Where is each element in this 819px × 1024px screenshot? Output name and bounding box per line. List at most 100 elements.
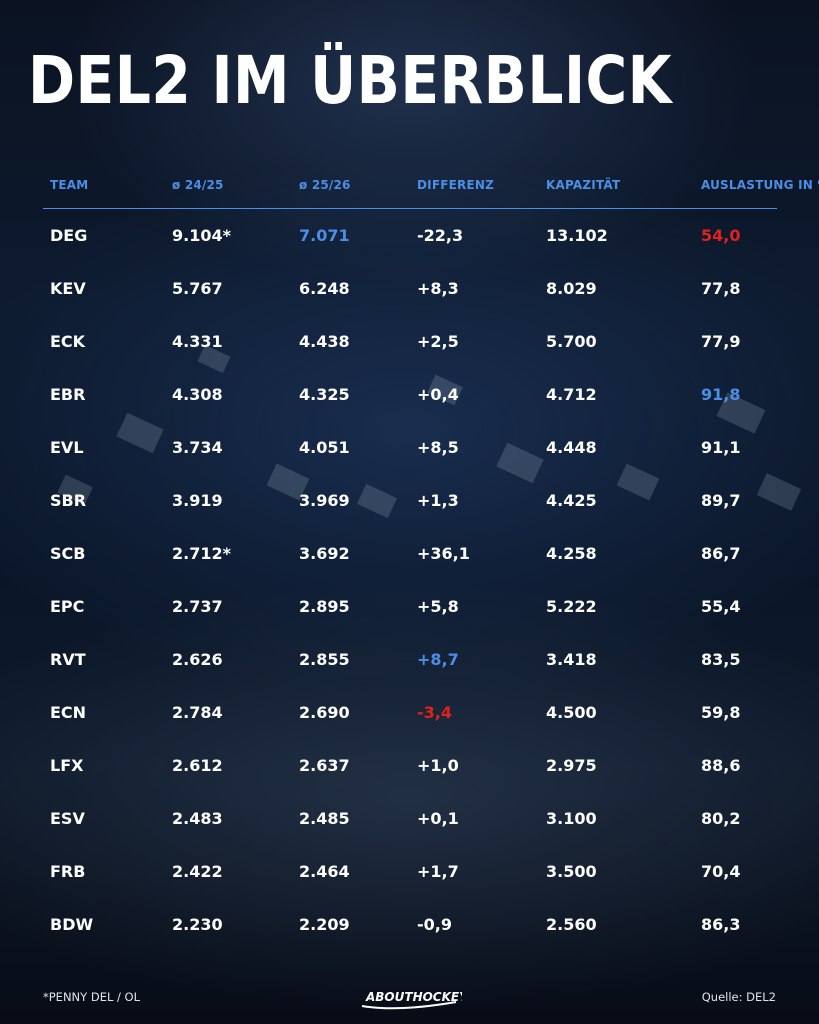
- cell-team: SBR: [50, 491, 87, 510]
- cell-utilization: 80,2: [701, 809, 741, 828]
- cell-utilization: 88,6: [701, 756, 741, 775]
- cell-difference: -3,4: [417, 703, 452, 722]
- header-difference: DIFFERENZ: [417, 178, 494, 192]
- cell-capacity: 4.712: [546, 385, 597, 404]
- cell-utilization: 91,1: [701, 438, 741, 457]
- table-body: DEG 9.104* 7.071 -22,3 13.102 54,0 KEV 5.767 6.2…: [43, 209, 777, 951]
- cell-utilization: 83,5: [701, 650, 741, 669]
- cell-avg-25-26: 2.209: [299, 915, 350, 934]
- abouthockey-logo: ABOUTHOCKEY: [361, 990, 462, 1010]
- cell-avg-24-25: 2.230: [172, 915, 223, 934]
- cell-difference: +1,0: [417, 756, 459, 775]
- table-row: SBR 3.919 3.969 +1,3 4.425 89,7: [43, 474, 777, 527]
- cell-team: EPC: [50, 597, 85, 616]
- cell-avg-24-25: 4.308: [172, 385, 223, 404]
- cell-avg-25-26: 6.248: [299, 279, 350, 298]
- cell-avg-25-26: 2.637: [299, 756, 350, 775]
- table-row: KEV 5.767 6.248 +8,3 8.029 77,8: [43, 262, 777, 315]
- cell-capacity: 8.029: [546, 279, 597, 298]
- table-row: EVL 3.734 4.051 +8,5 4.448 91,1: [43, 421, 777, 474]
- table-row: LFX 2.612 2.637 +1,0 2.975 88,6: [43, 739, 777, 792]
- table-row: RVT 2.626 2.855 +8,7 3.418 83,5: [43, 633, 777, 686]
- table-header: TEAM ø 24/25 ø 25/26 DIFFERENZ KAPAZITÄT…: [43, 170, 819, 209]
- cell-utilization: 86,7: [701, 544, 741, 563]
- cell-avg-24-25: 9.104*: [172, 226, 231, 245]
- cell-capacity: 3.500: [546, 862, 597, 881]
- cell-avg-24-25: 3.734: [172, 438, 223, 457]
- cell-avg-25-26: 2.464: [299, 862, 350, 881]
- cell-avg-25-26: 2.690: [299, 703, 350, 722]
- cell-utilization: 91,8: [701, 385, 741, 404]
- cell-utilization: 86,3: [701, 915, 741, 934]
- table-row: EPC 2.737 2.895 +5,8 5.222 55,4: [43, 580, 777, 633]
- cell-difference: -22,3: [417, 226, 464, 245]
- cell-avg-25-26: 7.071: [299, 226, 350, 245]
- cell-capacity: 3.100: [546, 809, 597, 828]
- page-title: DEL2 IM ÜBERBLICK: [28, 42, 673, 119]
- cell-team: BDW: [50, 915, 94, 934]
- cell-capacity: 3.418: [546, 650, 597, 669]
- table-row: DEG 9.104* 7.071 -22,3 13.102 54,0: [43, 209, 777, 262]
- cell-capacity: 4.258: [546, 544, 597, 563]
- cell-difference: +8,3: [417, 279, 459, 298]
- cell-avg-25-26: 3.969: [299, 491, 350, 510]
- cell-utilization: 77,8: [701, 279, 741, 298]
- cell-team: FRB: [50, 862, 86, 881]
- cell-avg-24-25: 2.784: [172, 703, 223, 722]
- table-row: ECN 2.784 2.690 -3,4 4.500 59,8: [43, 686, 777, 739]
- cell-utilization: 55,4: [701, 597, 741, 616]
- cell-avg-25-26: 2.855: [299, 650, 350, 669]
- cell-avg-24-25: 2.712*: [172, 544, 231, 563]
- cell-difference: +8,5: [417, 438, 459, 457]
- cell-utilization: 59,8: [701, 703, 741, 722]
- cell-team: LFX: [50, 756, 84, 775]
- header-team: TEAM: [50, 178, 89, 192]
- cell-avg-24-25: 2.483: [172, 809, 223, 828]
- cell-difference: +8,7: [417, 650, 459, 669]
- cell-capacity: 5.700: [546, 332, 597, 351]
- header-capacity: KAPAZITÄT: [546, 178, 621, 192]
- header-avg-25-26: ø 25/26: [299, 178, 351, 192]
- cell-utilization: 54,0: [701, 226, 741, 245]
- cell-team: EVL: [50, 438, 84, 457]
- cell-capacity: 4.425: [546, 491, 597, 510]
- table-row: BDW 2.230 2.209 -0,9 2.560 86,3: [43, 898, 777, 951]
- cell-team: ECN: [50, 703, 87, 722]
- cell-utilization: 70,4: [701, 862, 741, 881]
- cell-difference: +1,7: [417, 862, 459, 881]
- source-note: Quelle: DEL2: [701, 990, 776, 1004]
- footnote: *PENNY DEL / OL: [43, 990, 141, 1004]
- cell-avg-25-26: 4.325: [299, 385, 350, 404]
- cell-avg-25-26: 2.485: [299, 809, 350, 828]
- cell-team: KEV: [50, 279, 86, 298]
- cell-team: EBR: [50, 385, 86, 404]
- cell-difference: +36,1: [417, 544, 470, 563]
- table-row: FRB 2.422 2.464 +1,7 3.500 70,4: [43, 845, 777, 898]
- table-row: ECK 4.331 4.438 +2,5 5.700 77,9: [43, 315, 777, 368]
- cell-team: ECK: [50, 332, 86, 351]
- table-row: ESV 2.483 2.485 +0,1 3.100 80,2: [43, 792, 777, 845]
- cell-difference: +0,4: [417, 385, 459, 404]
- cell-avg-24-25: 5.767: [172, 279, 223, 298]
- cell-avg-24-25: 2.422: [172, 862, 223, 881]
- cell-avg-25-26: 2.895: [299, 597, 350, 616]
- logo-text: ABOUTHOCKEY: [365, 990, 462, 1004]
- cell-utilization: 89,7: [701, 491, 741, 510]
- cell-difference: +1,3: [417, 491, 459, 510]
- cell-avg-24-25: 2.612: [172, 756, 223, 775]
- cell-team: DEG: [50, 226, 88, 245]
- cell-team: ESV: [50, 809, 85, 828]
- cell-team: RVT: [50, 650, 86, 669]
- cell-avg-25-26: 3.692: [299, 544, 350, 563]
- cell-capacity: 5.222: [546, 597, 597, 616]
- cell-capacity: 2.560: [546, 915, 597, 934]
- cell-difference: +2,5: [417, 332, 459, 351]
- cell-capacity: 13.102: [546, 226, 608, 245]
- cell-capacity: 2.975: [546, 756, 597, 775]
- cell-difference: +5,8: [417, 597, 459, 616]
- cell-avg-24-25: 2.626: [172, 650, 223, 669]
- table-row: EBR 4.308 4.325 +0,4 4.712 91,8: [43, 368, 777, 421]
- cell-avg-24-25: 3.919: [172, 491, 223, 510]
- attendance-table: TEAM ø 24/25 ø 25/26 DIFFERENZ KAPAZITÄT…: [43, 170, 819, 951]
- cell-difference: -0,9: [417, 915, 452, 934]
